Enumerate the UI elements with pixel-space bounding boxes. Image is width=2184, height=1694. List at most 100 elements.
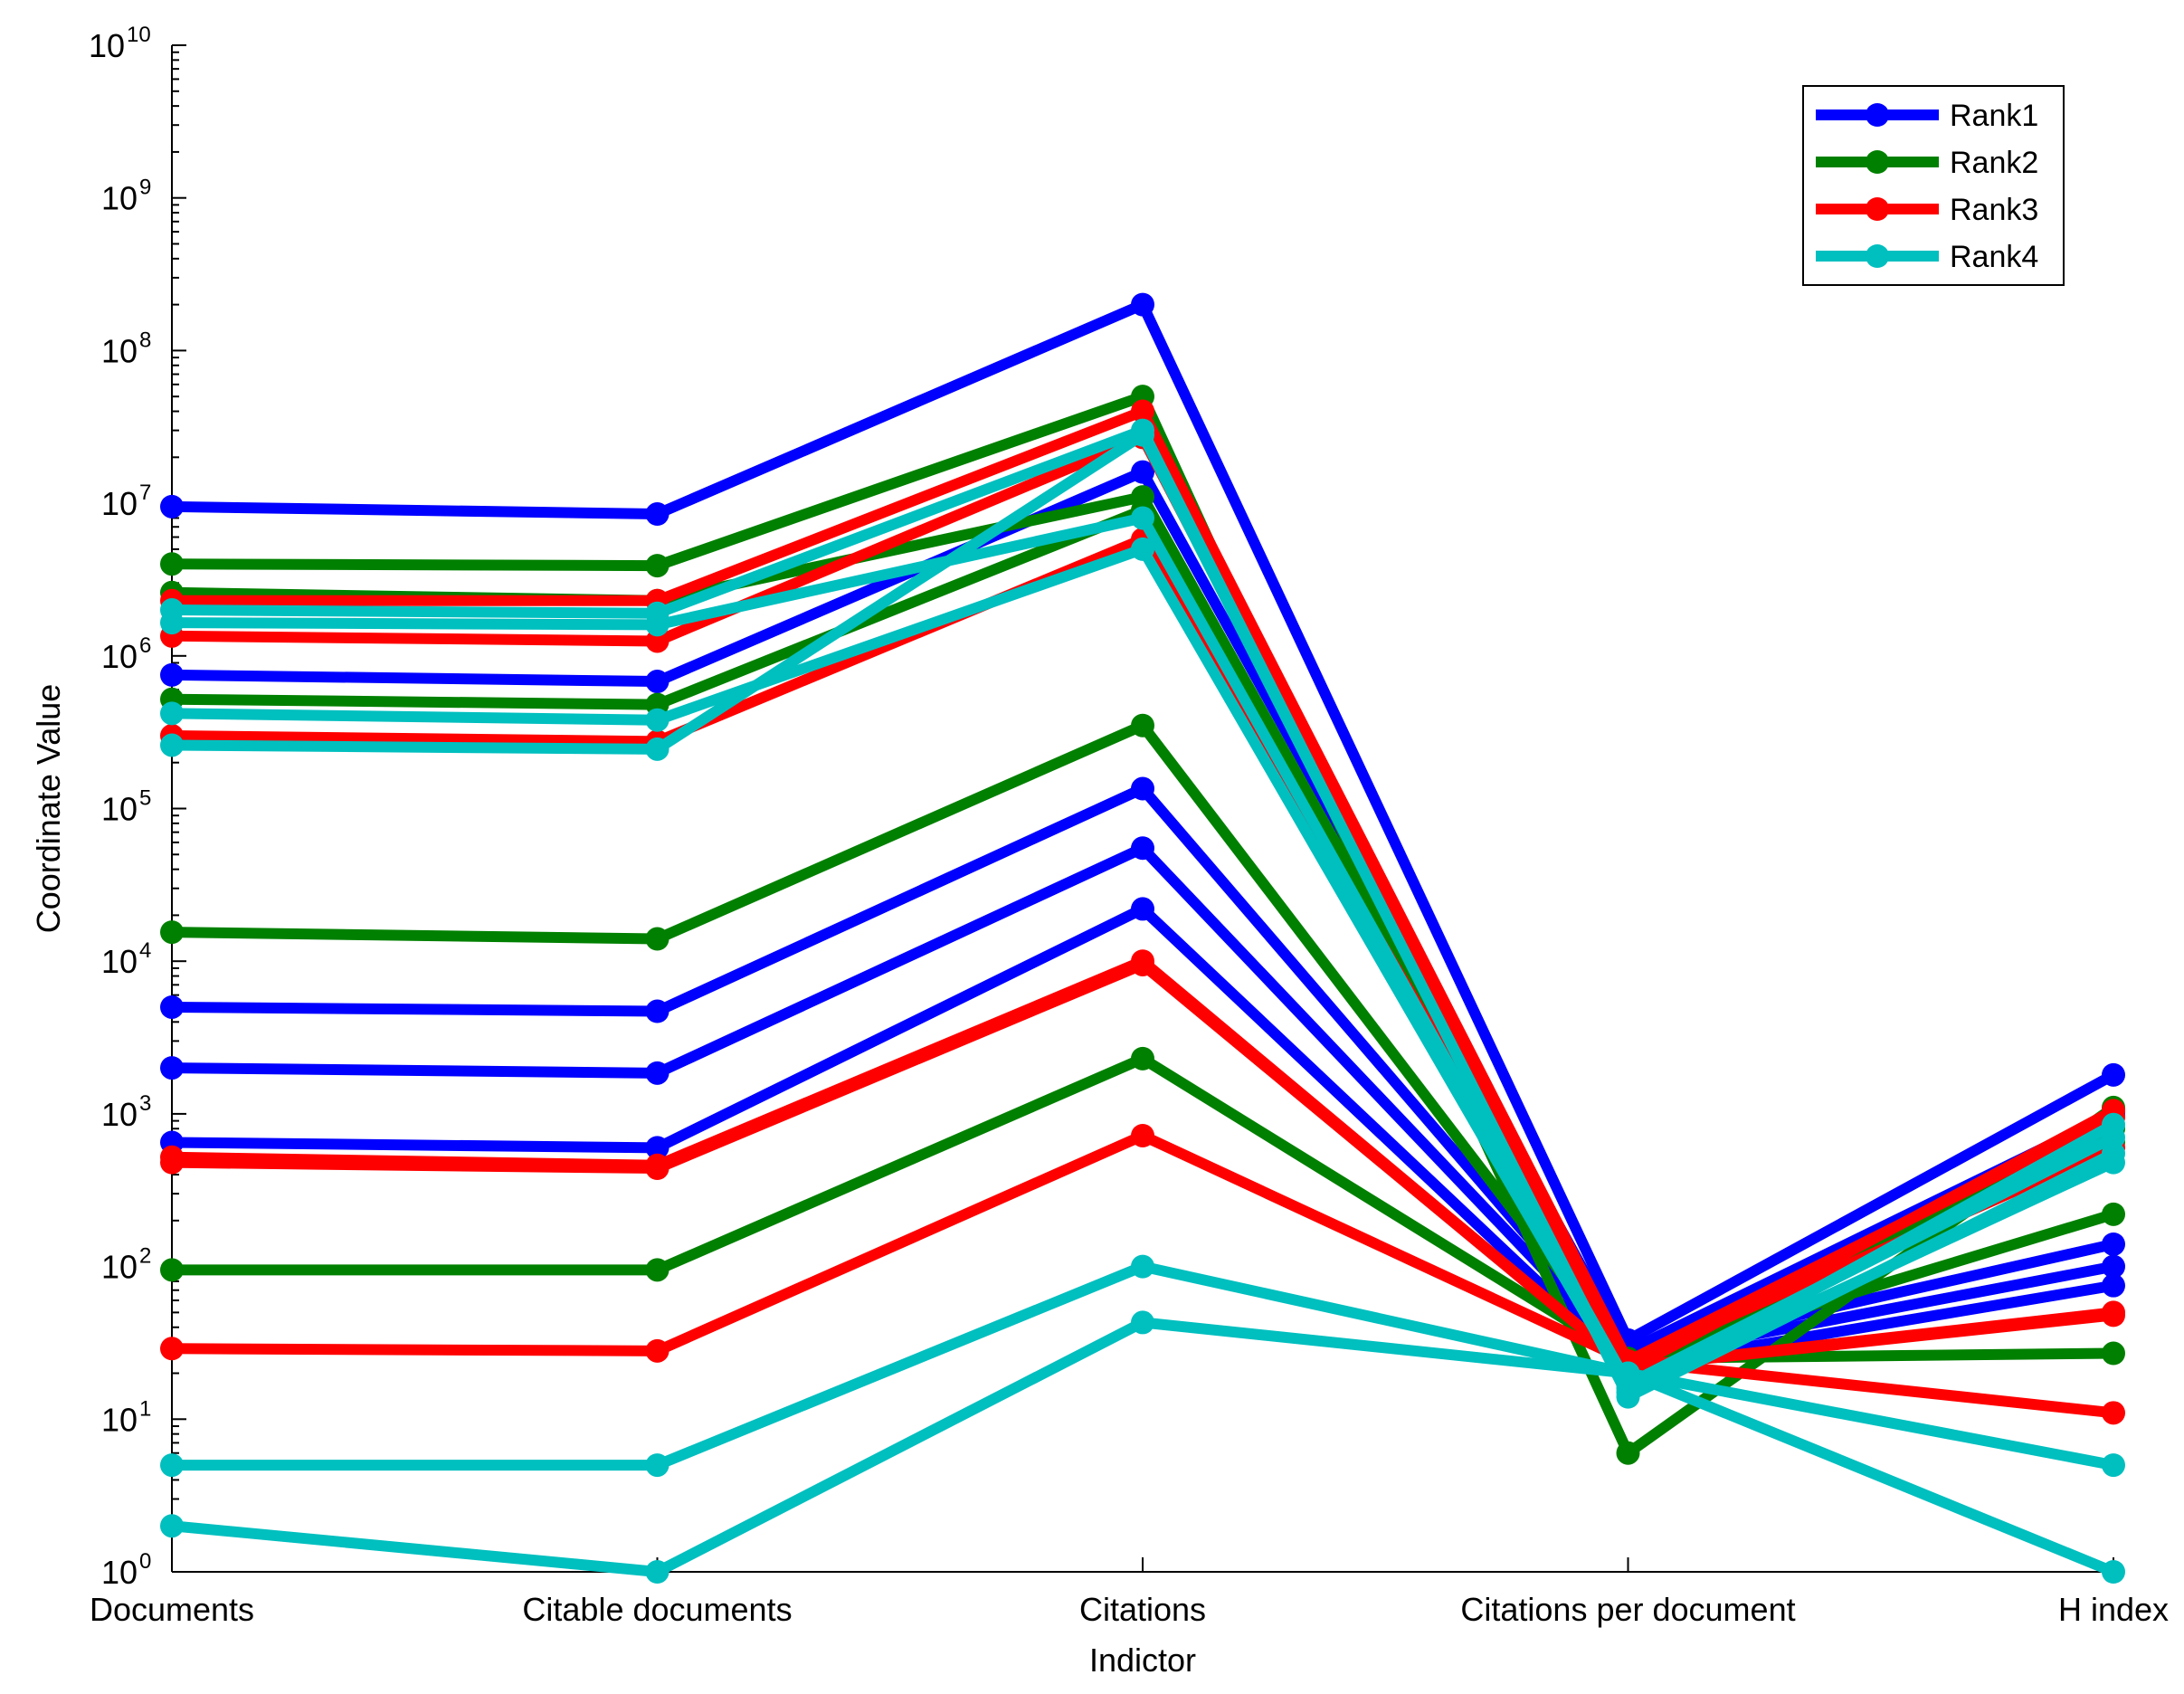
legend-label: Rank1	[1950, 99, 2038, 133]
data-point	[1131, 713, 1154, 738]
data-point	[160, 611, 184, 635]
data-point	[160, 1453, 184, 1478]
y-tick-exponent: 10	[127, 23, 151, 47]
series-rank1-3	[160, 836, 2125, 1371]
legend-entry-rank4: Rank4	[1816, 240, 2038, 274]
data-point	[160, 1337, 184, 1361]
legend-label: Rank4	[1950, 240, 2038, 274]
y-tick-label: 10	[101, 638, 138, 675]
data-point	[1131, 537, 1154, 561]
legend-marker	[1866, 197, 1889, 221]
data-point	[645, 1156, 669, 1181]
data-point	[2102, 1273, 2125, 1298]
y-tick-exponent: 5	[139, 786, 151, 811]
data-point	[1131, 423, 1154, 447]
data-point	[645, 708, 669, 732]
y-tick-exponent: 0	[139, 1549, 151, 1574]
x-tick-label: Citations per document	[1460, 1591, 1795, 1628]
y-tick-label: 10	[101, 180, 138, 217]
y-tick-label: 10	[101, 485, 138, 522]
y-tick-label: 10	[101, 1554, 138, 1591]
data-point	[2102, 1453, 2125, 1478]
y-tick-exponent: 4	[139, 938, 151, 963]
data-point	[2102, 1341, 2125, 1366]
data-point	[1616, 1361, 1640, 1385]
y-tick-exponent: 2	[139, 1244, 151, 1269]
y-tick-exponent: 8	[139, 328, 151, 352]
y-tick-label: 10	[101, 1096, 138, 1133]
data-point	[2102, 1560, 2125, 1584]
y-tick-label: 10	[89, 27, 125, 64]
y-tick-label: 10	[101, 943, 138, 980]
data-point	[160, 494, 184, 519]
legend: Rank1 Rank2 Rank3 Rank4	[1802, 85, 2065, 286]
legend-entry-rank1: Rank1	[1816, 99, 2038, 133]
legend-marker	[1866, 150, 1889, 174]
y-tick-label: 10	[101, 1249, 138, 1286]
series-layer	[160, 292, 2125, 1584]
x-tick-label: Citations	[1079, 1591, 1206, 1628]
data-point	[160, 733, 184, 757]
data-point	[1131, 292, 1154, 317]
data-point	[160, 552, 184, 576]
data-point	[645, 1560, 669, 1584]
data-point	[645, 999, 669, 1023]
data-point	[160, 662, 184, 687]
data-point	[645, 1338, 669, 1363]
data-point	[2102, 1150, 2125, 1175]
data-point	[645, 1258, 669, 1282]
data-point	[2102, 1254, 2125, 1279]
data-point	[160, 701, 184, 726]
data-point	[645, 670, 669, 694]
y-tick-exponent: 3	[139, 1091, 151, 1116]
legend-label: Rank3	[1950, 193, 2038, 227]
data-point	[160, 1056, 184, 1080]
x-tick-label: H index	[2058, 1591, 2169, 1628]
data-point	[160, 1258, 184, 1282]
y-tick-label: 10	[101, 791, 138, 828]
data-point	[2102, 1303, 2125, 1328]
data-point	[1131, 1046, 1154, 1071]
x-tick-label: Documents	[90, 1591, 254, 1628]
data-point	[2102, 1202, 2125, 1226]
series-rank3-15	[160, 1123, 2125, 1425]
x-tick-label: Citable documents	[522, 1591, 792, 1628]
data-point	[645, 554, 669, 578]
data-point	[645, 1136, 669, 1160]
legend-label: Rank2	[1950, 146, 2038, 180]
data-point	[160, 1514, 184, 1538]
series-rank1-0	[160, 292, 2125, 1352]
data-point	[645, 927, 669, 951]
data-point	[1131, 1254, 1154, 1279]
series-rank4-21	[160, 1310, 2125, 1584]
data-point	[2102, 1112, 2125, 1137]
legend-marker	[1866, 244, 1889, 268]
data-point	[2102, 1401, 2125, 1425]
y-tick-exponent: 1	[139, 1396, 151, 1421]
y-axis-label: Coordinate Value	[30, 684, 67, 934]
data-point	[160, 920, 184, 945]
series-rank4-19	[160, 423, 2125, 1404]
y-tick-label: 10	[101, 332, 138, 369]
data-point	[1131, 506, 1154, 530]
data-point	[1131, 836, 1154, 861]
y-tick-exponent: 9	[139, 176, 151, 200]
legend-marker	[1866, 103, 1889, 127]
data-point	[1131, 897, 1154, 921]
data-point	[2102, 1062, 2125, 1087]
y-tick-label: 10	[101, 1401, 138, 1438]
y-tick-exponent: 7	[139, 481, 151, 505]
data-point	[160, 1150, 184, 1175]
data-point	[1131, 776, 1154, 801]
x-axis-label: Indictor	[1089, 1642, 1196, 1679]
data-point	[645, 1453, 669, 1478]
data-point	[1131, 460, 1154, 484]
data-point	[1131, 952, 1154, 976]
data-point	[645, 502, 669, 527]
data-point	[160, 995, 184, 1019]
data-point	[645, 613, 669, 637]
legend-entry-rank3: Rank3	[1816, 193, 2038, 227]
data-point	[645, 1061, 669, 1085]
